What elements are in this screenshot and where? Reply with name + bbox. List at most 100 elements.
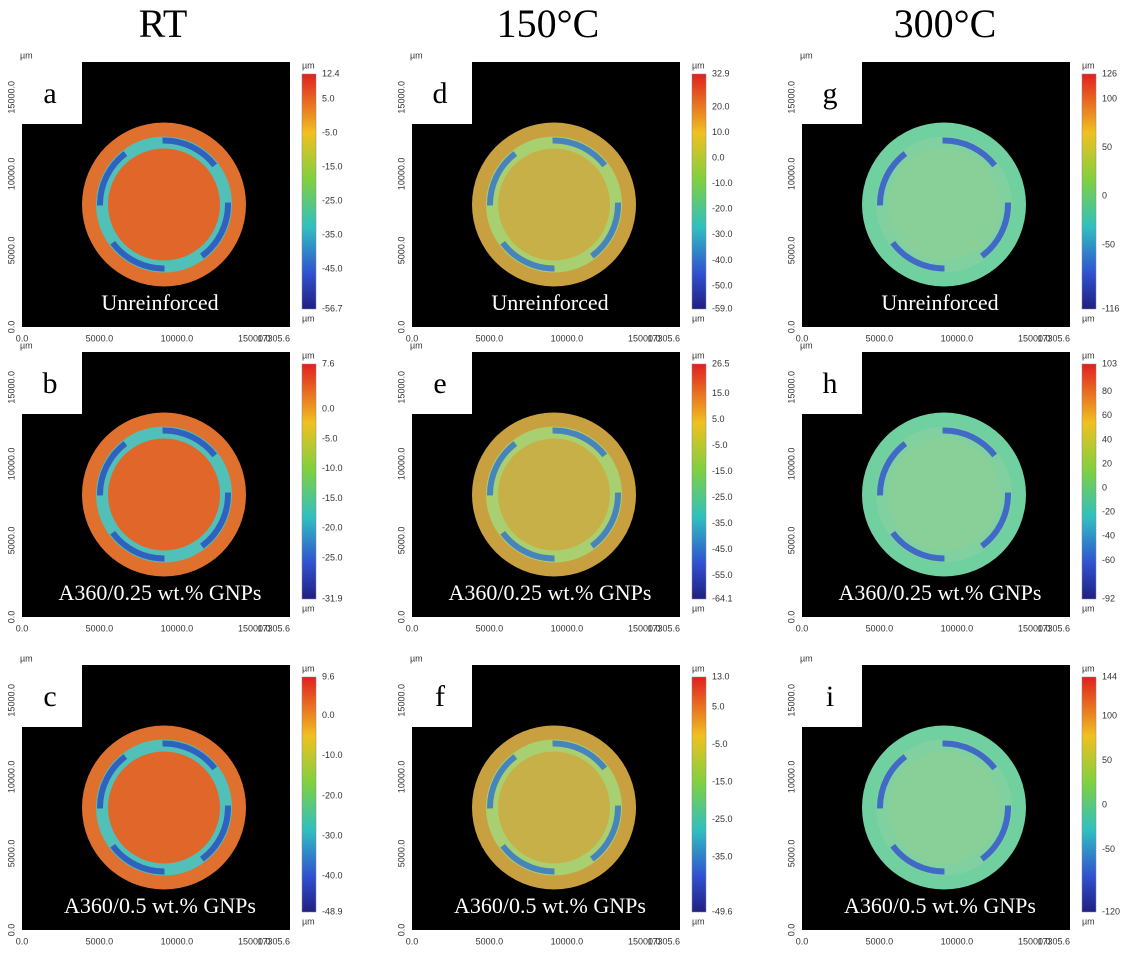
- x-tick-label: 15000.0: [628, 936, 661, 946]
- colorbar-tick-label: -20.0: [712, 204, 733, 214]
- x-tick-label: 17305.6: [1037, 623, 1070, 633]
- x-tick-label: 15000.0: [628, 333, 661, 343]
- colorbar-unit: µm: [1082, 603, 1095, 613]
- colorbar-tick-label: 40: [1102, 434, 1112, 444]
- colorbar-unit: µm: [302, 916, 315, 926]
- colorbar-tick-label: 13.0: [712, 671, 730, 681]
- colorbar-tick-label: 100: [1102, 711, 1117, 721]
- colorbar-tick-label: -60: [1102, 555, 1115, 565]
- y-tick-label: 0.0: [6, 321, 16, 334]
- letter-box: [802, 352, 862, 414]
- colorbar-tick-label: 80: [1102, 386, 1112, 396]
- colorbar: [691, 73, 707, 310]
- y-tick-label: 0.0: [396, 611, 406, 624]
- x-tick-label: 10000.0: [941, 936, 974, 946]
- x-tick-label: 5000.0: [86, 623, 114, 633]
- colorbar-unit: µm: [302, 350, 315, 360]
- y-tick-label: 0.0: [6, 924, 16, 937]
- axis-unit: µm: [800, 653, 813, 663]
- panel-label: A360/0.25 wt.% GNPs: [59, 580, 262, 605]
- y-tick-label: 5000.0: [396, 840, 406, 868]
- panel-letter: i: [826, 680, 834, 713]
- colorbar-unit: µm: [1082, 663, 1095, 673]
- colorbar: [1081, 73, 1097, 310]
- colorbar-tick-label: -45.0: [322, 264, 343, 274]
- panel-letter: f: [435, 680, 445, 713]
- x-tick-label: 5000.0: [866, 936, 894, 946]
- colorbar-tick-label: 32.9: [712, 68, 730, 78]
- colorbar: [301, 676, 317, 913]
- colorbar-tick-label: -50: [1102, 239, 1115, 249]
- colorbar-tick-label: 0: [1102, 483, 1107, 493]
- colorbar-tick-label: 144: [1102, 671, 1117, 681]
- colorbar-tick-label: -40: [1102, 531, 1115, 541]
- colorbar: [1081, 676, 1097, 913]
- y-tick-label: 10000.0: [396, 761, 406, 794]
- sample-core: [108, 148, 220, 261]
- colorbar-tick-label: 126: [1102, 68, 1117, 78]
- sample-band: [877, 137, 1011, 272]
- colorbar-tick-label: -40.0: [712, 255, 733, 265]
- panel: b A360/0.25 wt.% GNPs µm 0.0 5000.0 10000.0 15…: [6, 340, 342, 633]
- axis-unit: µm: [410, 653, 423, 663]
- sample-core: [888, 148, 1000, 261]
- colorbar-tick-label: -5.0: [322, 433, 338, 443]
- colorbar-tick-label: -30.0: [712, 229, 733, 239]
- panel-label: A360/0.25 wt.% GNPs: [839, 580, 1042, 605]
- x-tick-label: 10000.0: [551, 333, 584, 343]
- colorbar-unit: µm: [692, 603, 705, 613]
- sample-core: [888, 751, 1000, 864]
- x-tick-label: 15000.0: [238, 936, 271, 946]
- y-tick-label: 5000.0: [396, 237, 406, 265]
- colorbar-tick-label: 0.0: [712, 153, 725, 163]
- colorbar-tick-label: -5.0: [322, 128, 338, 138]
- colorbar-tick-label: 5.0: [712, 701, 725, 711]
- colorbar-tick-label: -45.0: [712, 544, 733, 554]
- x-tick-label: 5000.0: [866, 623, 894, 633]
- colorbar-tick-label: 20: [1102, 458, 1112, 468]
- sample-band: [487, 740, 621, 875]
- x-tick-label: 15000.0: [238, 623, 271, 633]
- panel: g Unreinforced µm 0.0 5000.0 10000.0 15000.0 0.…: [786, 50, 1119, 343]
- colorbar-tick-label: -5.0: [712, 440, 728, 450]
- y-tick-label: 5000.0: [786, 237, 796, 265]
- x-tick-label: 0.0: [796, 623, 809, 633]
- colorbar-tick-label: -55.0: [712, 570, 733, 580]
- colorbar-unit: µm: [302, 60, 315, 70]
- x-tick-label: 10000.0: [551, 936, 584, 946]
- panel-label: Unreinforced: [101, 290, 218, 315]
- column-header: RT: [139, 1, 188, 46]
- colorbar-tick-label: -15.0: [712, 776, 733, 786]
- x-tick-label: 17305.6: [257, 936, 290, 946]
- colorbar-unit: µm: [302, 313, 315, 323]
- panel-letter: b: [43, 367, 58, 400]
- panel-letter: h: [823, 367, 838, 400]
- letter-box: [412, 665, 472, 727]
- colorbar-unit: µm: [692, 663, 705, 673]
- y-tick-label: 10000.0: [786, 448, 796, 481]
- sample-core: [108, 438, 220, 551]
- x-tick-label: 0.0: [16, 936, 29, 946]
- colorbar-unit: µm: [692, 350, 705, 360]
- colorbar-unit: µm: [692, 60, 705, 70]
- colorbar-unit: µm: [692, 313, 705, 323]
- colorbar-unit: µm: [302, 663, 315, 673]
- x-tick-label: 15000.0: [1018, 936, 1051, 946]
- y-tick-label: 15000.0: [396, 684, 406, 717]
- sample-band: [487, 137, 621, 272]
- axis-unit: µm: [410, 50, 423, 60]
- colorbar-tick-label: 10.0: [712, 127, 730, 137]
- x-tick-label: 10000.0: [161, 936, 194, 946]
- sample-band: [97, 740, 231, 875]
- x-tick-label: 10000.0: [941, 623, 974, 633]
- y-tick-label: 5000.0: [786, 840, 796, 868]
- colorbar-tick-label: -10.0: [712, 178, 733, 188]
- x-tick-label: 0.0: [16, 333, 29, 343]
- y-tick-label: 5000.0: [6, 237, 16, 265]
- colorbar-unit: µm: [302, 603, 315, 613]
- y-tick-label: 0.0: [396, 924, 406, 937]
- colorbar-tick-label: 0: [1102, 800, 1107, 810]
- panel: f A360/0.5 wt.% GNPs µm 0.0 5000.0 10000.0 150…: [396, 653, 732, 946]
